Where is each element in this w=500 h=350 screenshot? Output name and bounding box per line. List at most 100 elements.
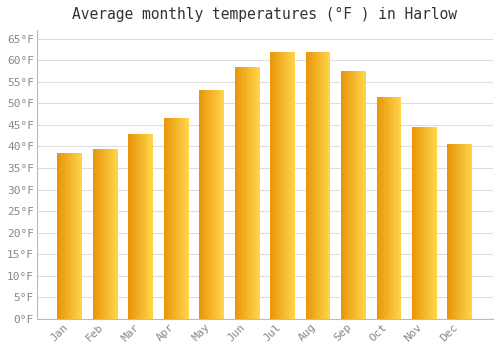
Bar [134, 134, 136, 319]
Bar [114, 149, 116, 319]
Bar [274, 51, 275, 319]
Bar [322, 51, 323, 319]
Bar [60, 153, 61, 319]
Bar [131, 134, 132, 319]
Bar [138, 134, 140, 319]
Bar [254, 67, 256, 319]
Bar [306, 51, 330, 319]
Bar [323, 51, 324, 319]
Bar [317, 51, 318, 319]
Bar [412, 127, 414, 319]
Bar [351, 71, 352, 319]
Bar [164, 118, 165, 319]
Bar [341, 71, 342, 319]
Bar [450, 144, 451, 319]
Bar [214, 90, 216, 319]
Bar [78, 153, 80, 319]
Bar [361, 71, 362, 319]
Bar [212, 90, 213, 319]
Bar [307, 51, 308, 319]
Bar [176, 118, 178, 319]
Bar [329, 51, 330, 319]
Bar [168, 118, 169, 319]
Bar [400, 97, 402, 319]
Bar [432, 127, 433, 319]
Bar [270, 51, 272, 319]
Bar [165, 118, 166, 319]
Bar [350, 71, 351, 319]
Bar [148, 134, 150, 319]
Bar [218, 90, 219, 319]
Bar [100, 149, 102, 319]
Bar [66, 153, 68, 319]
Bar [320, 51, 322, 319]
Bar [186, 118, 188, 319]
Bar [250, 67, 251, 319]
Bar [360, 71, 361, 319]
Bar [416, 127, 417, 319]
Bar [312, 51, 313, 319]
Bar [383, 97, 384, 319]
Bar [208, 90, 209, 319]
Bar [376, 97, 402, 319]
Bar [424, 127, 426, 319]
Bar [166, 118, 168, 319]
Bar [113, 149, 114, 319]
Bar [213, 90, 214, 319]
Bar [342, 71, 344, 319]
Bar [282, 51, 284, 319]
Bar [418, 127, 420, 319]
Bar [392, 97, 394, 319]
Bar [76, 153, 78, 319]
Bar [327, 51, 328, 319]
Bar [256, 67, 257, 319]
Bar [146, 134, 147, 319]
Bar [452, 144, 454, 319]
Bar [236, 67, 237, 319]
Bar [354, 71, 355, 319]
Bar [464, 144, 465, 319]
Bar [414, 127, 416, 319]
Bar [147, 134, 148, 319]
Bar [170, 118, 172, 319]
Bar [200, 90, 224, 319]
Bar [358, 71, 360, 319]
Bar [420, 127, 422, 319]
Bar [106, 149, 108, 319]
Bar [81, 153, 82, 319]
Bar [223, 90, 224, 319]
Bar [289, 51, 290, 319]
Bar [93, 149, 94, 319]
Bar [364, 71, 366, 319]
Bar [244, 67, 246, 319]
Bar [136, 134, 137, 319]
Bar [286, 51, 288, 319]
Bar [341, 71, 366, 319]
Bar [62, 153, 64, 319]
Bar [70, 153, 71, 319]
Bar [99, 149, 100, 319]
Bar [235, 67, 236, 319]
Bar [169, 118, 170, 319]
Bar [352, 71, 354, 319]
Bar [466, 144, 468, 319]
Bar [462, 144, 464, 319]
Bar [71, 153, 72, 319]
Bar [396, 97, 398, 319]
Bar [394, 97, 395, 319]
Bar [247, 67, 248, 319]
Bar [152, 134, 153, 319]
Bar [278, 51, 279, 319]
Bar [128, 134, 153, 319]
Bar [276, 51, 278, 319]
Bar [426, 127, 427, 319]
Bar [362, 71, 364, 319]
Bar [74, 153, 75, 319]
Bar [142, 134, 144, 319]
Bar [75, 153, 76, 319]
Bar [184, 118, 185, 319]
Bar [458, 144, 460, 319]
Bar [318, 51, 320, 319]
Bar [61, 153, 62, 319]
Bar [292, 51, 294, 319]
